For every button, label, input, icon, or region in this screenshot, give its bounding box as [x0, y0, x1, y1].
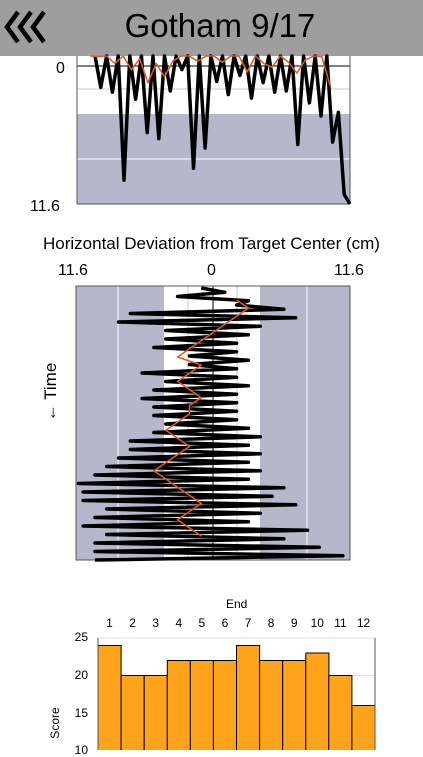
triple-chevron-left-icon [4, 10, 46, 44]
score-ytick: 15 [74, 706, 88, 720]
page-title: Gotham 9/17 [124, 7, 316, 44]
score-bar-chart: 1 2 3 4 5 6 7 8 9 10 11 12 [97, 616, 376, 750]
hchart-tick-right: 11.6 [334, 262, 364, 279]
horizontal-deviation-chart [75, 285, 351, 562]
hchart-tick-left: 11.6 [58, 262, 88, 279]
score-chart-xlabel: End [226, 597, 248, 611]
hchart-shaded-zone-right [260, 286, 350, 560]
score-xtick-label: 6 [222, 616, 229, 630]
score-xtick-label: 5 [199, 616, 206, 630]
score-bar [143, 675, 168, 750]
score-xtick-label: 9 [291, 616, 298, 630]
score-bar [120, 675, 145, 750]
score-xtick-label: 1 [106, 616, 113, 630]
hchart-series-average [153, 299, 250, 537]
header-bar [0, 0, 423, 56]
score-bar [259, 660, 284, 750]
hchart-series-shots [76, 286, 345, 562]
score-xtick-label: 7 [245, 616, 252, 630]
vertical-deviation-chart [76, 54, 352, 205]
score-bar [189, 660, 214, 750]
vchart-axis-bottom-label: 11.6 [30, 198, 60, 215]
score-bar [212, 660, 237, 750]
vchart-series-average [89, 55, 331, 86]
score-xtick-label: 12 [357, 616, 371, 630]
score-bar [351, 705, 376, 750]
score-xtick-label: 2 [129, 616, 136, 630]
score-xtick-label: 11 [334, 616, 347, 630]
hchart-tick-center: 0 [207, 262, 216, 279]
score-bar [97, 645, 122, 750]
score-bar [328, 675, 353, 750]
score-ytick: 20 [74, 668, 88, 682]
score-xtick-label: 10 [311, 616, 325, 630]
score-xtick-label: 4 [175, 616, 182, 630]
hchart-shaded-zone-left [76, 286, 164, 560]
hchart-frame [75, 285, 351, 561]
vchart-series-shots [93, 54, 352, 205]
hchart-title: Horizontal Deviation from Target Center … [43, 234, 380, 253]
score-xtick-label: 3 [152, 616, 159, 630]
vchart-axis-top-label: 0 [56, 60, 65, 77]
score-bar [282, 660, 307, 750]
score-bar [305, 652, 330, 750]
score-ytick: 25 [74, 630, 88, 644]
score-xtick-label: 8 [268, 616, 275, 630]
score-bar [236, 645, 261, 750]
score-bar [166, 660, 191, 750]
back-button[interactable] [4, 8, 52, 46]
